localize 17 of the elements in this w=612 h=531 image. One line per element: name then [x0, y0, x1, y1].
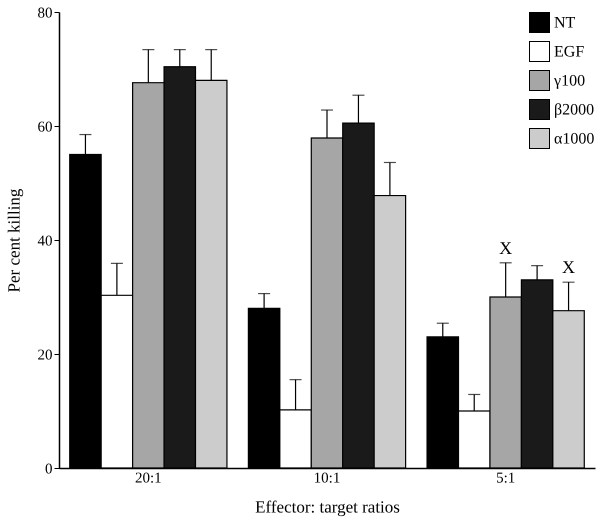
x-tick-label: 20:1	[134, 470, 162, 486]
annotation: X	[562, 257, 576, 278]
legend-label: EGF	[554, 44, 584, 60]
x-axis-title: Effector: target ratios	[255, 498, 400, 516]
y-tick-label: 20	[38, 348, 52, 364]
legend-label: α1000	[554, 130, 594, 148]
x-tick-label: 10:1	[314, 470, 340, 486]
y-tick-label: 60	[38, 120, 52, 136]
y-tick-label: 40	[38, 234, 52, 250]
y-axis-title: Per cent killing	[4, 188, 24, 292]
y-tick-label: 0	[45, 462, 52, 478]
x-tick-label: 5:1	[496, 470, 516, 486]
legend-label: β2000	[554, 102, 594, 118]
annotation: X	[499, 238, 512, 258]
y-tick-label: 80	[38, 6, 52, 22]
legend-label: NT	[554, 14, 576, 32]
legend-label: γ100	[553, 72, 586, 90]
